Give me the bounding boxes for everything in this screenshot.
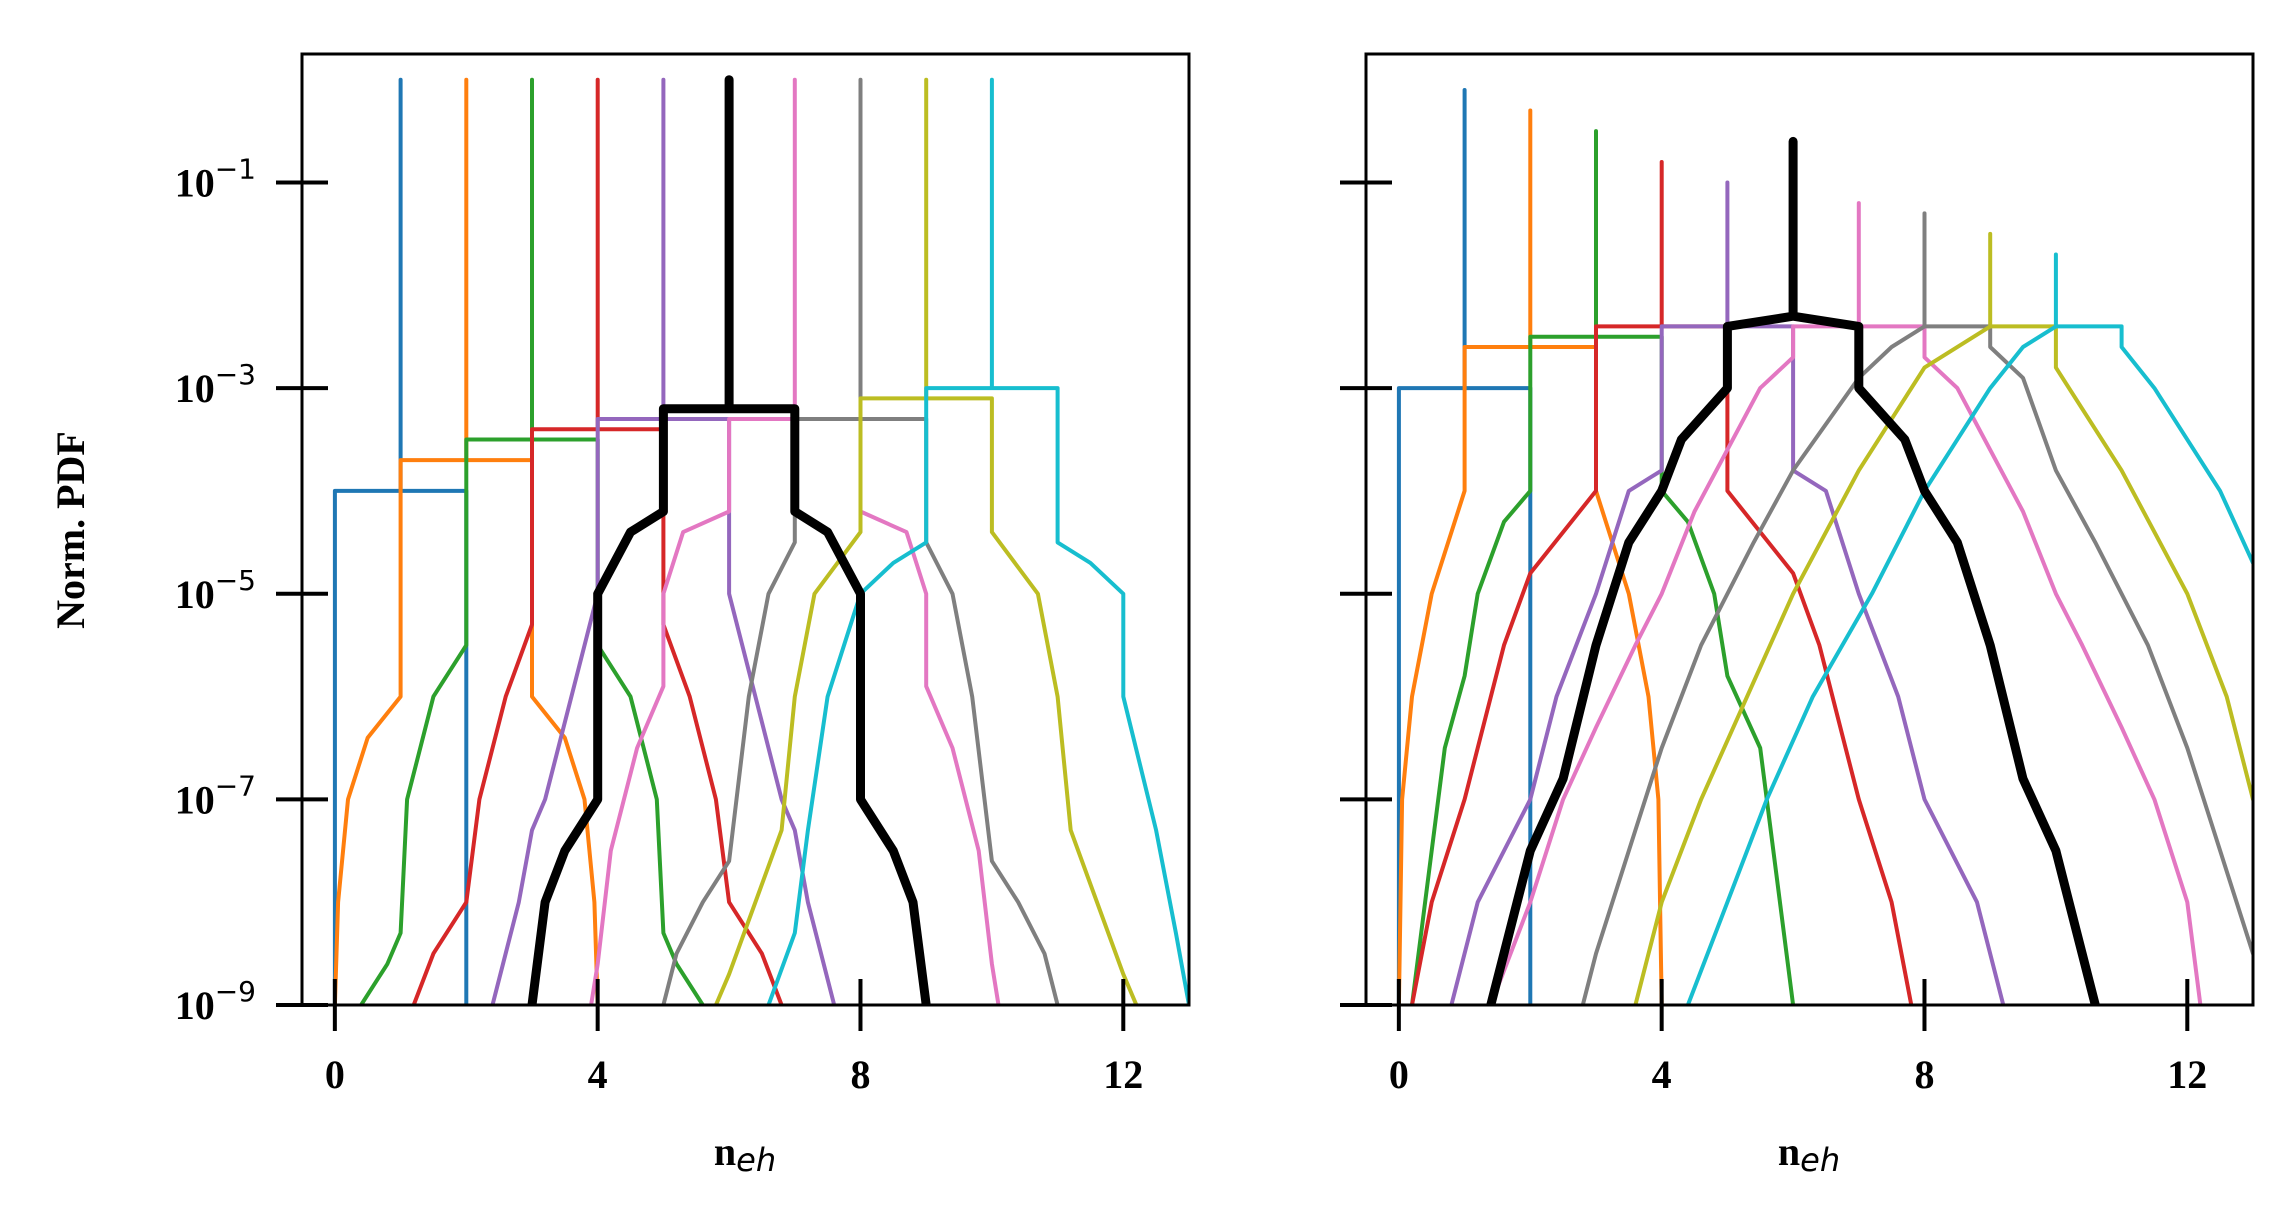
series-line-4	[411, 77, 784, 1005]
series-line-5	[1449, 180, 2006, 1005]
x-tick-label-12: 12	[1103, 1052, 1143, 1097]
series-line-8	[713, 77, 1139, 1005]
y-tick-label--7: 10−7	[175, 769, 256, 822]
left-x-axis-label: neh	[714, 1129, 776, 1179]
series-line-5	[490, 77, 837, 1005]
right-plot-frame	[1364, 52, 2255, 1007]
series-line-9	[766, 77, 1189, 1005]
x-tick-label-0: 0	[1389, 1052, 1409, 1097]
series-line-3	[1410, 129, 1796, 1005]
y-tick-label--1: 10−1	[175, 153, 256, 206]
y-tick-label--5: 10−5	[175, 564, 256, 617]
series-line-10	[527, 75, 931, 1005]
series-line-2	[332, 77, 600, 1005]
series-line-7	[661, 77, 1060, 1005]
right-panel: 0 4 8 12 neh	[1340, 52, 2255, 1179]
x-tick-label-0: 0	[325, 1052, 345, 1097]
series-line-1	[1396, 88, 1533, 1005]
x-tick-label-4: 4	[1652, 1052, 1672, 1097]
right-series-layer	[1396, 88, 2253, 1005]
left-panel: 0 4 8 12 10−1 10−3 10−5 10−7 10−9 Norm. PDF neh	[48, 52, 1191, 1179]
series-line-6	[1488, 201, 2203, 1005]
series-line-3	[359, 77, 705, 1005]
y-axis-label: Norm. PDF	[48, 431, 93, 629]
x-tick-label-8: 8	[1914, 1052, 1934, 1097]
left-plot-frame	[300, 52, 1191, 1007]
y-tick-label--9: 10−9	[175, 975, 256, 1028]
series-line-6	[589, 77, 1001, 1005]
right-ticks: 0 4 8 12	[1340, 180, 2207, 1097]
series-line-4	[1410, 160, 1914, 1005]
left-series-layer	[332, 75, 1189, 1005]
series-line-2	[1396, 108, 1664, 1005]
x-tick-label-4: 4	[588, 1052, 608, 1097]
left-ticks: 0 4 8 12 10−1 10−3 10−5 10−7 10−9	[175, 153, 1144, 1097]
right-x-axis-label: neh	[1778, 1129, 1840, 1179]
x-tick-label-8: 8	[850, 1052, 870, 1097]
series-line-9	[1685, 252, 2253, 1005]
series-line-7	[1580, 211, 2253, 1005]
y-tick-label--3: 10−3	[175, 358, 256, 411]
x-tick-label-12: 12	[2167, 1052, 2207, 1097]
series-line-10	[1486, 136, 2100, 1005]
series-line-8	[1633, 231, 2253, 1005]
